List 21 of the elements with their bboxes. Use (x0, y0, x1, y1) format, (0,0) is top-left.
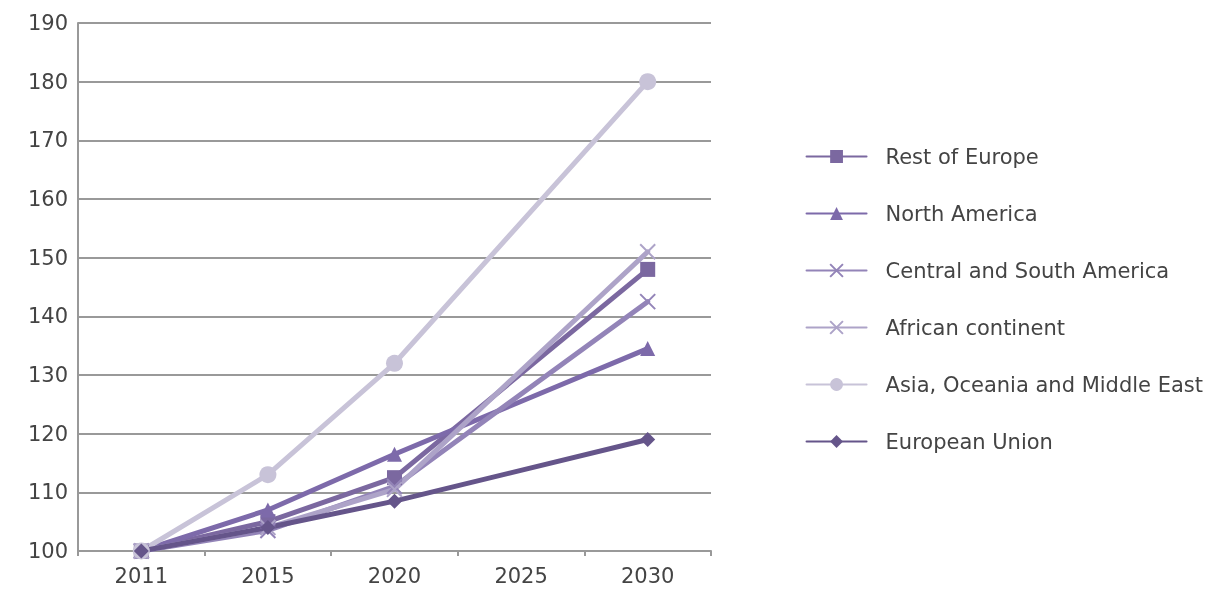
legend-label: Central and South America (885, 258, 1170, 283)
y-tick-label: 170 (27, 128, 68, 153)
legend-label: Rest of Europe (885, 144, 1039, 169)
y-tick-label: 140 (27, 304, 68, 329)
y-tick-label: 180 (27, 69, 68, 94)
legend-label: European Union (885, 429, 1053, 454)
y-tick-label: 130 (27, 363, 68, 387)
x-tick-label: 2025 (494, 563, 548, 588)
y-tick-label: 160 (27, 187, 68, 211)
legend-label: Asia, Oceania and Middle East (885, 372, 1203, 397)
x-tick-label: 2030 (620, 563, 675, 588)
x-tick-label: 2015 (241, 563, 295, 588)
x-tick-label: 2011 (114, 563, 169, 588)
y-tick-label: 100 (27, 539, 68, 563)
legend-label: North America (885, 201, 1038, 226)
x-tick-label: 2020 (367, 563, 422, 588)
y-tick-label: 110 (27, 480, 68, 505)
legend-label: African continent (885, 315, 1065, 340)
y-tick-label: 150 (27, 245, 68, 270)
y-tick-label: 190 (27, 11, 68, 35)
y-tick-label: 120 (27, 421, 68, 446)
